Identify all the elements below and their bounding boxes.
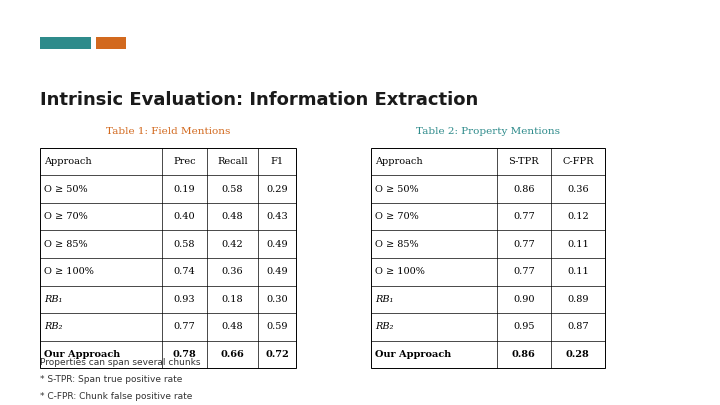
Text: 0.48: 0.48 [222, 212, 243, 221]
Text: 0.87: 0.87 [567, 322, 589, 331]
Text: 0.86: 0.86 [512, 350, 536, 359]
Text: 0.49: 0.49 [266, 240, 288, 249]
Text: O ≥ 100%: O ≥ 100% [44, 267, 94, 276]
Text: Approach: Approach [44, 157, 91, 166]
Text: 0.77: 0.77 [174, 322, 195, 331]
Text: Our Approach: Our Approach [44, 350, 120, 359]
Text: O ≥ 50%: O ≥ 50% [44, 185, 88, 194]
Text: C-FPR: C-FPR [562, 157, 593, 166]
Text: S-TPR: S-TPR [508, 157, 539, 166]
Text: F1: F1 [271, 157, 284, 166]
Text: O ≥ 70%: O ≥ 70% [44, 212, 88, 221]
Text: O ≥ 85%: O ≥ 85% [44, 240, 88, 249]
Text: 0.58: 0.58 [222, 185, 243, 194]
Text: 0.42: 0.42 [222, 240, 243, 249]
Text: 0.19: 0.19 [174, 185, 195, 194]
FancyBboxPatch shape [40, 148, 296, 368]
Text: 0.90: 0.90 [513, 295, 534, 304]
FancyBboxPatch shape [40, 37, 91, 49]
Text: 0.86: 0.86 [513, 185, 534, 194]
Text: 0.95: 0.95 [513, 322, 534, 331]
Text: * C-FPR: Chunk false positive rate: * C-FPR: Chunk false positive rate [40, 392, 192, 401]
Text: 0.40: 0.40 [174, 212, 195, 221]
Text: 0.29: 0.29 [266, 185, 288, 194]
Text: 0.11: 0.11 [567, 240, 589, 249]
Text: 0.77: 0.77 [513, 212, 535, 221]
Text: 0.77: 0.77 [513, 267, 535, 276]
Text: O ≥ 70%: O ≥ 70% [375, 212, 419, 221]
Text: 0.12: 0.12 [567, 212, 589, 221]
Text: Recall: Recall [217, 157, 248, 166]
Text: RB₂: RB₂ [44, 322, 63, 331]
Text: * S-TPR: Span true positive rate: * S-TPR: Span true positive rate [40, 375, 182, 384]
Text: 0.59: 0.59 [266, 322, 288, 331]
Text: 0.89: 0.89 [567, 295, 588, 304]
Text: 0.43: 0.43 [266, 212, 288, 221]
Text: 0.18: 0.18 [222, 295, 243, 304]
Text: 0.58: 0.58 [174, 240, 195, 249]
Text: 0.36: 0.36 [222, 267, 243, 276]
Text: Properties can span several chunks: Properties can span several chunks [40, 358, 200, 367]
Text: 0.93: 0.93 [174, 295, 195, 304]
Text: O ≥ 85%: O ≥ 85% [375, 240, 419, 249]
Text: Approach: Approach [375, 157, 423, 166]
Text: RB₁: RB₁ [375, 295, 394, 304]
Text: RB₁: RB₁ [44, 295, 63, 304]
Text: 0.28: 0.28 [566, 350, 590, 359]
Text: 0.74: 0.74 [174, 267, 195, 276]
Text: O ≥ 100%: O ≥ 100% [375, 267, 425, 276]
Text: Intrinsic Evaluation: Information Extraction: Intrinsic Evaluation: Information Extrac… [40, 91, 478, 109]
Text: Table 1: Field Mentions: Table 1: Field Mentions [106, 128, 230, 136]
Text: 0.78: 0.78 [173, 350, 196, 359]
Text: 0.48: 0.48 [222, 322, 243, 331]
Text: 0.11: 0.11 [567, 267, 589, 276]
FancyBboxPatch shape [371, 148, 605, 368]
Text: Table 2: Property Mentions: Table 2: Property Mentions [416, 128, 560, 136]
FancyBboxPatch shape [96, 37, 126, 49]
Text: 0.30: 0.30 [266, 295, 288, 304]
Text: 0.72: 0.72 [266, 350, 289, 359]
Text: RB₂: RB₂ [375, 322, 394, 331]
Text: 0.66: 0.66 [221, 350, 244, 359]
Text: 0.36: 0.36 [567, 185, 589, 194]
Text: O ≥ 50%: O ≥ 50% [375, 185, 419, 194]
Text: 0.49: 0.49 [266, 267, 288, 276]
Text: Prec: Prec [173, 157, 196, 166]
Text: Our Approach: Our Approach [375, 350, 451, 359]
Text: 0.77: 0.77 [513, 240, 535, 249]
